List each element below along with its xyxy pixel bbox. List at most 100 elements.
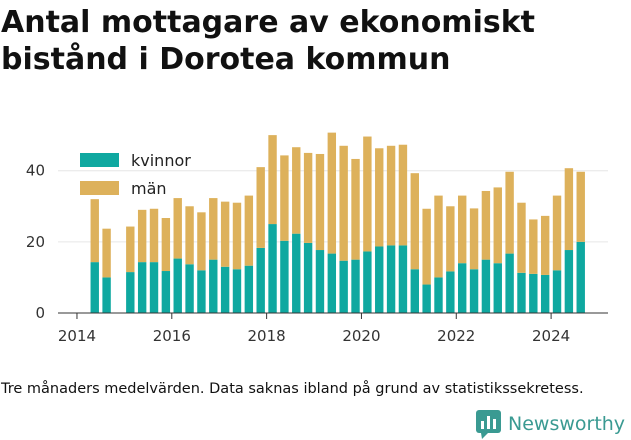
brand-name: Newsworthy xyxy=(508,413,626,435)
y-tick-label: 20 xyxy=(26,233,45,251)
bar-man xyxy=(209,198,218,260)
bar-kvinnor xyxy=(410,269,419,313)
bar-man xyxy=(232,202,242,270)
bar-man xyxy=(576,171,585,242)
bar-man xyxy=(161,218,171,272)
chart-caption: Tre månaders medelvärden. Data saknas ib… xyxy=(1,381,584,397)
bar-kvinnor xyxy=(339,260,348,313)
bar-man xyxy=(126,226,135,273)
legend-label: män xyxy=(131,179,167,198)
bar-kvinnor xyxy=(268,224,277,313)
bar-man xyxy=(481,190,491,260)
bar-man xyxy=(517,202,526,273)
bar-man xyxy=(327,132,337,254)
bar-man xyxy=(244,195,254,266)
bar-kvinnor xyxy=(422,284,431,313)
bar-kvinnor xyxy=(173,258,182,313)
bar-chart-logo-icon xyxy=(476,409,501,439)
bar-kvinnor xyxy=(102,277,111,313)
bar-kvinnor xyxy=(137,262,147,313)
bar-man xyxy=(292,147,301,234)
bar-man xyxy=(529,219,538,274)
bar-kvinnor xyxy=(244,265,254,313)
bar-man xyxy=(505,171,514,254)
bar-kvinnor xyxy=(209,259,218,313)
bar-kvinnor xyxy=(126,272,135,313)
chart-title: Antal mottagare av ekonomiskt bistånd i … xyxy=(1,5,535,77)
bar-kvinnor xyxy=(363,251,372,313)
chart-canvas: 0 20 40 2014 2016 2018 2020 2022 2024 kvinnor män xyxy=(26,132,608,345)
bar-man xyxy=(90,199,99,263)
bar-kvinnor xyxy=(434,277,443,313)
bar-kvinnor xyxy=(493,263,502,313)
bar-kvinnor xyxy=(564,250,574,313)
y-tick-label: 0 xyxy=(35,304,45,322)
bar-kvinnor xyxy=(540,274,550,313)
bar-kvinnor xyxy=(327,253,337,313)
bar-kvinnor xyxy=(90,262,99,313)
bar-kvinnor xyxy=(220,266,230,313)
bar-man xyxy=(422,208,431,285)
x-tick-label: 2022 xyxy=(437,327,475,345)
bar-kvinnor xyxy=(398,245,408,313)
bar-kvinnor xyxy=(161,271,171,313)
bar-man xyxy=(220,201,230,267)
bar-kvinnor xyxy=(481,259,491,313)
bar-kvinnor xyxy=(375,246,384,313)
bar-kvinnor xyxy=(386,245,396,313)
bar-kvinnor xyxy=(197,270,206,313)
x-tick-label: 2020 xyxy=(342,327,380,345)
bar-man xyxy=(149,208,159,263)
newsworthy-logo: Newsworthy xyxy=(476,408,625,440)
bar-kvinnor xyxy=(552,270,562,313)
bar-man xyxy=(375,148,384,247)
bar-man xyxy=(552,195,562,271)
bar-man xyxy=(469,208,479,270)
bar-man xyxy=(315,153,325,251)
bar-man xyxy=(137,209,147,263)
legend-swatch xyxy=(80,181,119,195)
x-tick-label: 2016 xyxy=(153,327,191,345)
bar-man xyxy=(256,167,265,248)
bar-kvinnor xyxy=(505,253,514,313)
bar-man xyxy=(339,145,348,261)
bar-man xyxy=(351,158,360,260)
bar-kvinnor xyxy=(280,240,289,313)
bar-man xyxy=(280,155,289,241)
bar-kvinnor xyxy=(469,269,479,313)
bar-man xyxy=(386,145,396,246)
bar-kvinnor xyxy=(185,264,194,313)
bar-kvinnor xyxy=(232,269,242,313)
bar-kvinnor xyxy=(292,233,301,313)
bar-kvinnor xyxy=(529,273,538,313)
bar-kvinnor xyxy=(149,262,159,313)
bar-man xyxy=(493,187,502,264)
bar-man xyxy=(303,152,313,243)
bar-man xyxy=(564,168,574,251)
legend-swatch xyxy=(80,153,119,167)
bar-kvinnor xyxy=(315,250,325,313)
bar-kvinnor xyxy=(446,271,455,313)
bar-kvinnor xyxy=(351,259,360,313)
x-tick-label: 2018 xyxy=(248,327,286,345)
bar-man xyxy=(102,228,111,278)
bar-kvinnor xyxy=(256,247,265,313)
bar-man xyxy=(173,198,182,259)
bar-man xyxy=(458,195,467,264)
bar-man xyxy=(185,206,194,265)
axes: 0 20 40 2014 2016 2018 2020 2022 2024 xyxy=(26,162,608,345)
bar-kvinnor xyxy=(458,263,467,313)
bar-man xyxy=(197,212,206,271)
bar-man xyxy=(410,173,419,270)
x-tick-label: 2024 xyxy=(532,327,570,345)
bar-man xyxy=(434,195,443,278)
bar-man xyxy=(268,135,277,225)
legend: kvinnor män xyxy=(80,151,191,198)
bar-man xyxy=(540,215,550,275)
bar-man xyxy=(398,144,408,246)
series-kvinnor xyxy=(90,224,585,313)
x-tick-label: 2014 xyxy=(58,327,96,345)
bar-kvinnor xyxy=(303,242,313,313)
bar-kvinnor xyxy=(517,272,526,313)
y-tick-label: 40 xyxy=(26,162,45,180)
